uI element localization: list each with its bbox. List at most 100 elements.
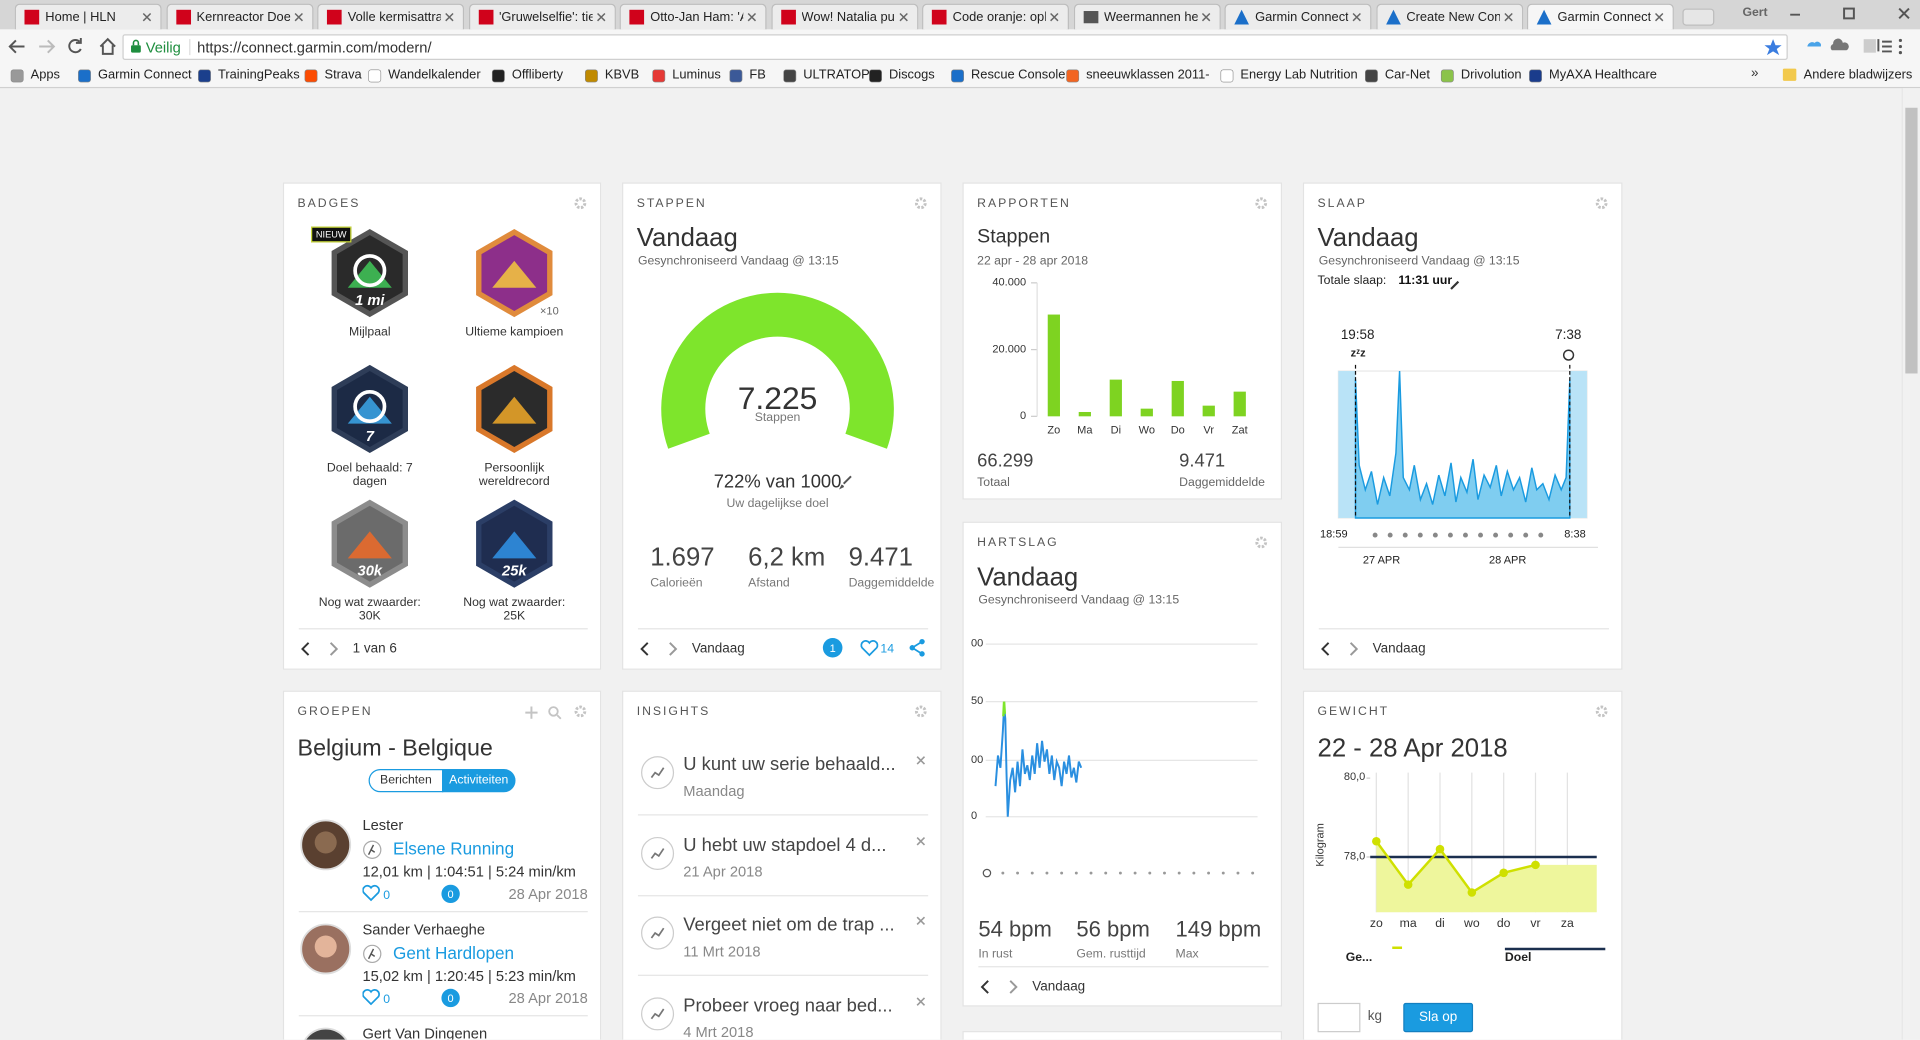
user-name[interactable]: Lester	[362, 816, 404, 834]
tab[interactable]: Create New Cont	[1375, 3, 1523, 30]
user-name[interactable]: Sander Verhaeghe	[362, 920, 486, 938]
url[interactable]: https://connect.garmin.com/modern/	[197, 39, 432, 57]
ext-icon[interactable]	[1863, 39, 1876, 53]
tab-close[interactable]	[898, 12, 908, 22]
tab-button[interactable]: Berichten	[368, 768, 444, 793]
scrollbar-thumb[interactable]	[1905, 107, 1918, 374]
gear-icon[interactable]	[1255, 536, 1268, 549]
tab[interactable]: Garmin Connect	[1224, 3, 1372, 30]
graphics[interactable]	[1254, 196, 1269, 211]
user-label[interactable]: Gert	[1742, 6, 1768, 20]
comment-badge[interactable]	[822, 637, 843, 658]
graphics[interactable]	[1594, 704, 1609, 719]
badge-label[interactable]: Doel behaald: 7 dagen	[326, 461, 413, 488]
search-icon[interactable]	[548, 706, 559, 717]
omnibox[interactable]	[122, 34, 1788, 61]
gear-icon[interactable]	[1255, 197, 1268, 210]
tab-close[interactable]	[1352, 12, 1361, 22]
tab[interactable]: 'Gruwelselfie': tie	[468, 3, 616, 30]
home-button[interactable]	[99, 37, 116, 55]
like-icon[interactable]	[860, 640, 879, 657]
tab-close[interactable]	[1201, 12, 1210, 22]
tab[interactable]: Code oranje: opl	[922, 3, 1069, 30]
tab-close[interactable]	[142, 12, 152, 22]
activity-link[interactable]: Gent Hardlopen	[393, 942, 515, 963]
graphics[interactable]	[913, 704, 928, 719]
insight-text[interactable]: U kunt uw serie behaald...	[683, 754, 896, 776]
tab-close[interactable]	[1050, 12, 1059, 22]
comment-badge[interactable]	[441, 988, 460, 1008]
dismiss[interactable]	[916, 996, 926, 1006]
tab-close[interactable]	[293, 12, 303, 22]
restore[interactable]	[1843, 7, 1855, 20]
save-button[interactable]: Sla op	[1403, 1002, 1474, 1033]
gear-icon[interactable]	[574, 705, 587, 718]
next-arrow[interactable]	[669, 642, 678, 656]
weight-input[interactable]	[1317, 1002, 1361, 1033]
tab-active[interactable]: Garmin Connect	[1526, 3, 1674, 30]
tab-button-active[interactable]: Activiteiten	[442, 768, 516, 793]
insight-text[interactable]: Probeer vroeg naar bed...	[683, 994, 893, 1016]
reload-button[interactable]	[68, 37, 82, 54]
badge-label[interactable]: Ultieme kampioen	[465, 325, 564, 340]
tab[interactable]: Weermannen hel	[1073, 3, 1221, 30]
dismiss[interactable]	[916, 916, 926, 926]
prev-arrow[interactable]	[301, 642, 310, 656]
tab[interactable]: Kernreactor Doe	[165, 3, 313, 30]
avatar[interactable]	[301, 1027, 350, 1040]
graphics[interactable]	[1594, 196, 1609, 211]
graphics[interactable]	[573, 196, 588, 211]
bookmarks-more[interactable]: »	[1751, 66, 1759, 81]
tab[interactable]: Volle kermisattra	[317, 3, 465, 30]
gear-icon[interactable]	[1595, 197, 1608, 210]
insight-text[interactable]: Vergeet niet om de trap ...	[683, 914, 895, 936]
tab-close[interactable]	[445, 12, 454, 22]
gear-icon[interactable]	[914, 197, 927, 210]
next-arrow[interactable]	[1349, 642, 1359, 656]
graphics[interactable]	[1254, 535, 1269, 550]
tab-close[interactable]	[747, 12, 757, 22]
ext-menu[interactable]	[1877, 39, 1892, 53]
badge-label[interactable]: Nog wat zwaarder: 30K	[318, 596, 421, 624]
badge-label[interactable]: Mijlpaal	[349, 325, 391, 340]
tab[interactable]: Wow! Natalia pu	[770, 3, 918, 30]
forward-button[interactable]	[39, 39, 56, 54]
like-icon[interactable]	[362, 885, 380, 902]
dismiss[interactable]	[916, 756, 926, 765]
gear-icon[interactable]	[914, 705, 927, 718]
user-name[interactable]: Gert Van Dingenen	[362, 1024, 488, 1040]
badge-label[interactable]: Persoonlijk wereldrecord	[478, 461, 550, 488]
graphics[interactable]	[913, 196, 928, 211]
add-icon[interactable]	[525, 706, 538, 719]
like-icon[interactable]	[362, 989, 380, 1006]
insight-text[interactable]: U hebt uw stapdoel 4 d...	[683, 834, 887, 856]
bookmark-star[interactable]	[1764, 39, 1782, 56]
bookmark-label: Strava	[324, 67, 362, 83]
gear-icon[interactable]	[1595, 705, 1608, 718]
back-button[interactable]	[8, 39, 25, 54]
tab[interactable]: Home | HLN	[14, 3, 162, 30]
badge-label[interactable]: Nog wat zwaarder: 25K	[463, 596, 566, 624]
gear-icon[interactable]	[574, 197, 587, 210]
menu-dot[interactable]	[1898, 38, 1903, 43]
tab[interactable]: Otto-Jan Ham: 'A	[619, 3, 767, 30]
edit-icon[interactable]	[1450, 280, 1460, 290]
tab-close[interactable]	[1503, 12, 1513, 22]
prev-arrow[interactable]	[1321, 642, 1330, 656]
dismiss[interactable]	[916, 836, 926, 845]
new-tab[interactable]	[1682, 8, 1715, 26]
tab-close[interactable]	[1654, 12, 1664, 22]
runner	[367, 948, 376, 960]
prev-arrow[interactable]	[980, 980, 989, 994]
prev-arrow[interactable]	[640, 642, 649, 656]
activity-link[interactable]: Elsene Running	[393, 838, 515, 859]
edit-icon[interactable]	[839, 475, 852, 490]
comment-badge[interactable]	[441, 884, 460, 904]
next-arrow[interactable]	[1009, 980, 1018, 994]
ext-cloud[interactable]	[1830, 38, 1849, 51]
graphics[interactable]	[573, 704, 588, 719]
tab-close[interactable]	[596, 12, 605, 22]
ext-icon[interactable]	[1807, 41, 1821, 47]
close-window[interactable]	[1898, 7, 1910, 20]
next-arrow[interactable]	[329, 642, 339, 656]
